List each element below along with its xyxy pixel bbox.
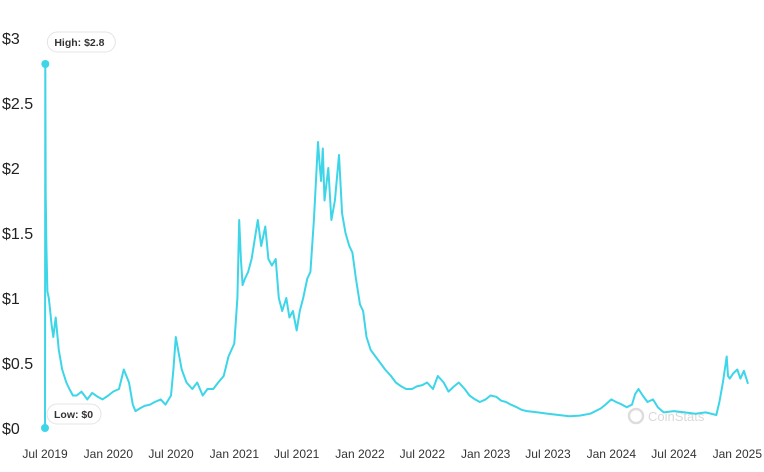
y-tick-label: $2.5 <box>2 96 33 113</box>
x-tick-label: Jul 2022 <box>400 447 446 461</box>
high-badge <box>46 31 116 53</box>
y-tick-label: $2 <box>2 161 20 178</box>
low-badge <box>46 403 102 425</box>
y-axis: $0 $0.5 $1 $1.5 $2 $2.5 $3 <box>2 31 33 438</box>
high-point <box>41 60 50 68</box>
y-tick-label: $0 <box>2 421 20 438</box>
x-tick-label: Jan 2021 <box>210 447 260 461</box>
x-tick-label: Jan 2023 <box>461 447 511 461</box>
x-axis: Jul 2019 Jan 2020 Jul 2020 Jan 2021 Jul 2021… <box>22 447 762 461</box>
high-marker: High: $2.8 <box>41 31 116 68</box>
price-line-series <box>44 63 749 429</box>
low-label: Low: $0 <box>54 409 93 421</box>
x-tick-label: Jul 2020 <box>148 447 194 461</box>
low-point <box>41 424 49 432</box>
x-tick-label: Jan 2025 <box>713 447 763 461</box>
high-label: High: $2.8 <box>54 37 104 49</box>
x-tick-label: Jul 2023 <box>525 447 571 461</box>
x-tick-label: Jan 2022 <box>335 447 385 461</box>
y-tick-label: $1.5 <box>2 226 33 243</box>
x-tick-label: Jul 2021 <box>274 447 320 461</box>
x-tick-label: Jan 2024 <box>587 447 637 461</box>
y-tick-label: $0.5 <box>2 356 33 373</box>
x-tick-label: Jan 2020 <box>84 447 134 461</box>
coinstats-logo-icon <box>627 407 645 425</box>
x-tick-label: Jul 2024 <box>651 447 697 461</box>
y-tick-label: $3 <box>2 31 20 48</box>
y-tick-label: $1 <box>2 291 20 308</box>
low-marker: Low: $0 <box>41 403 102 432</box>
x-tick-label: Jul 2019 <box>22 447 68 461</box>
